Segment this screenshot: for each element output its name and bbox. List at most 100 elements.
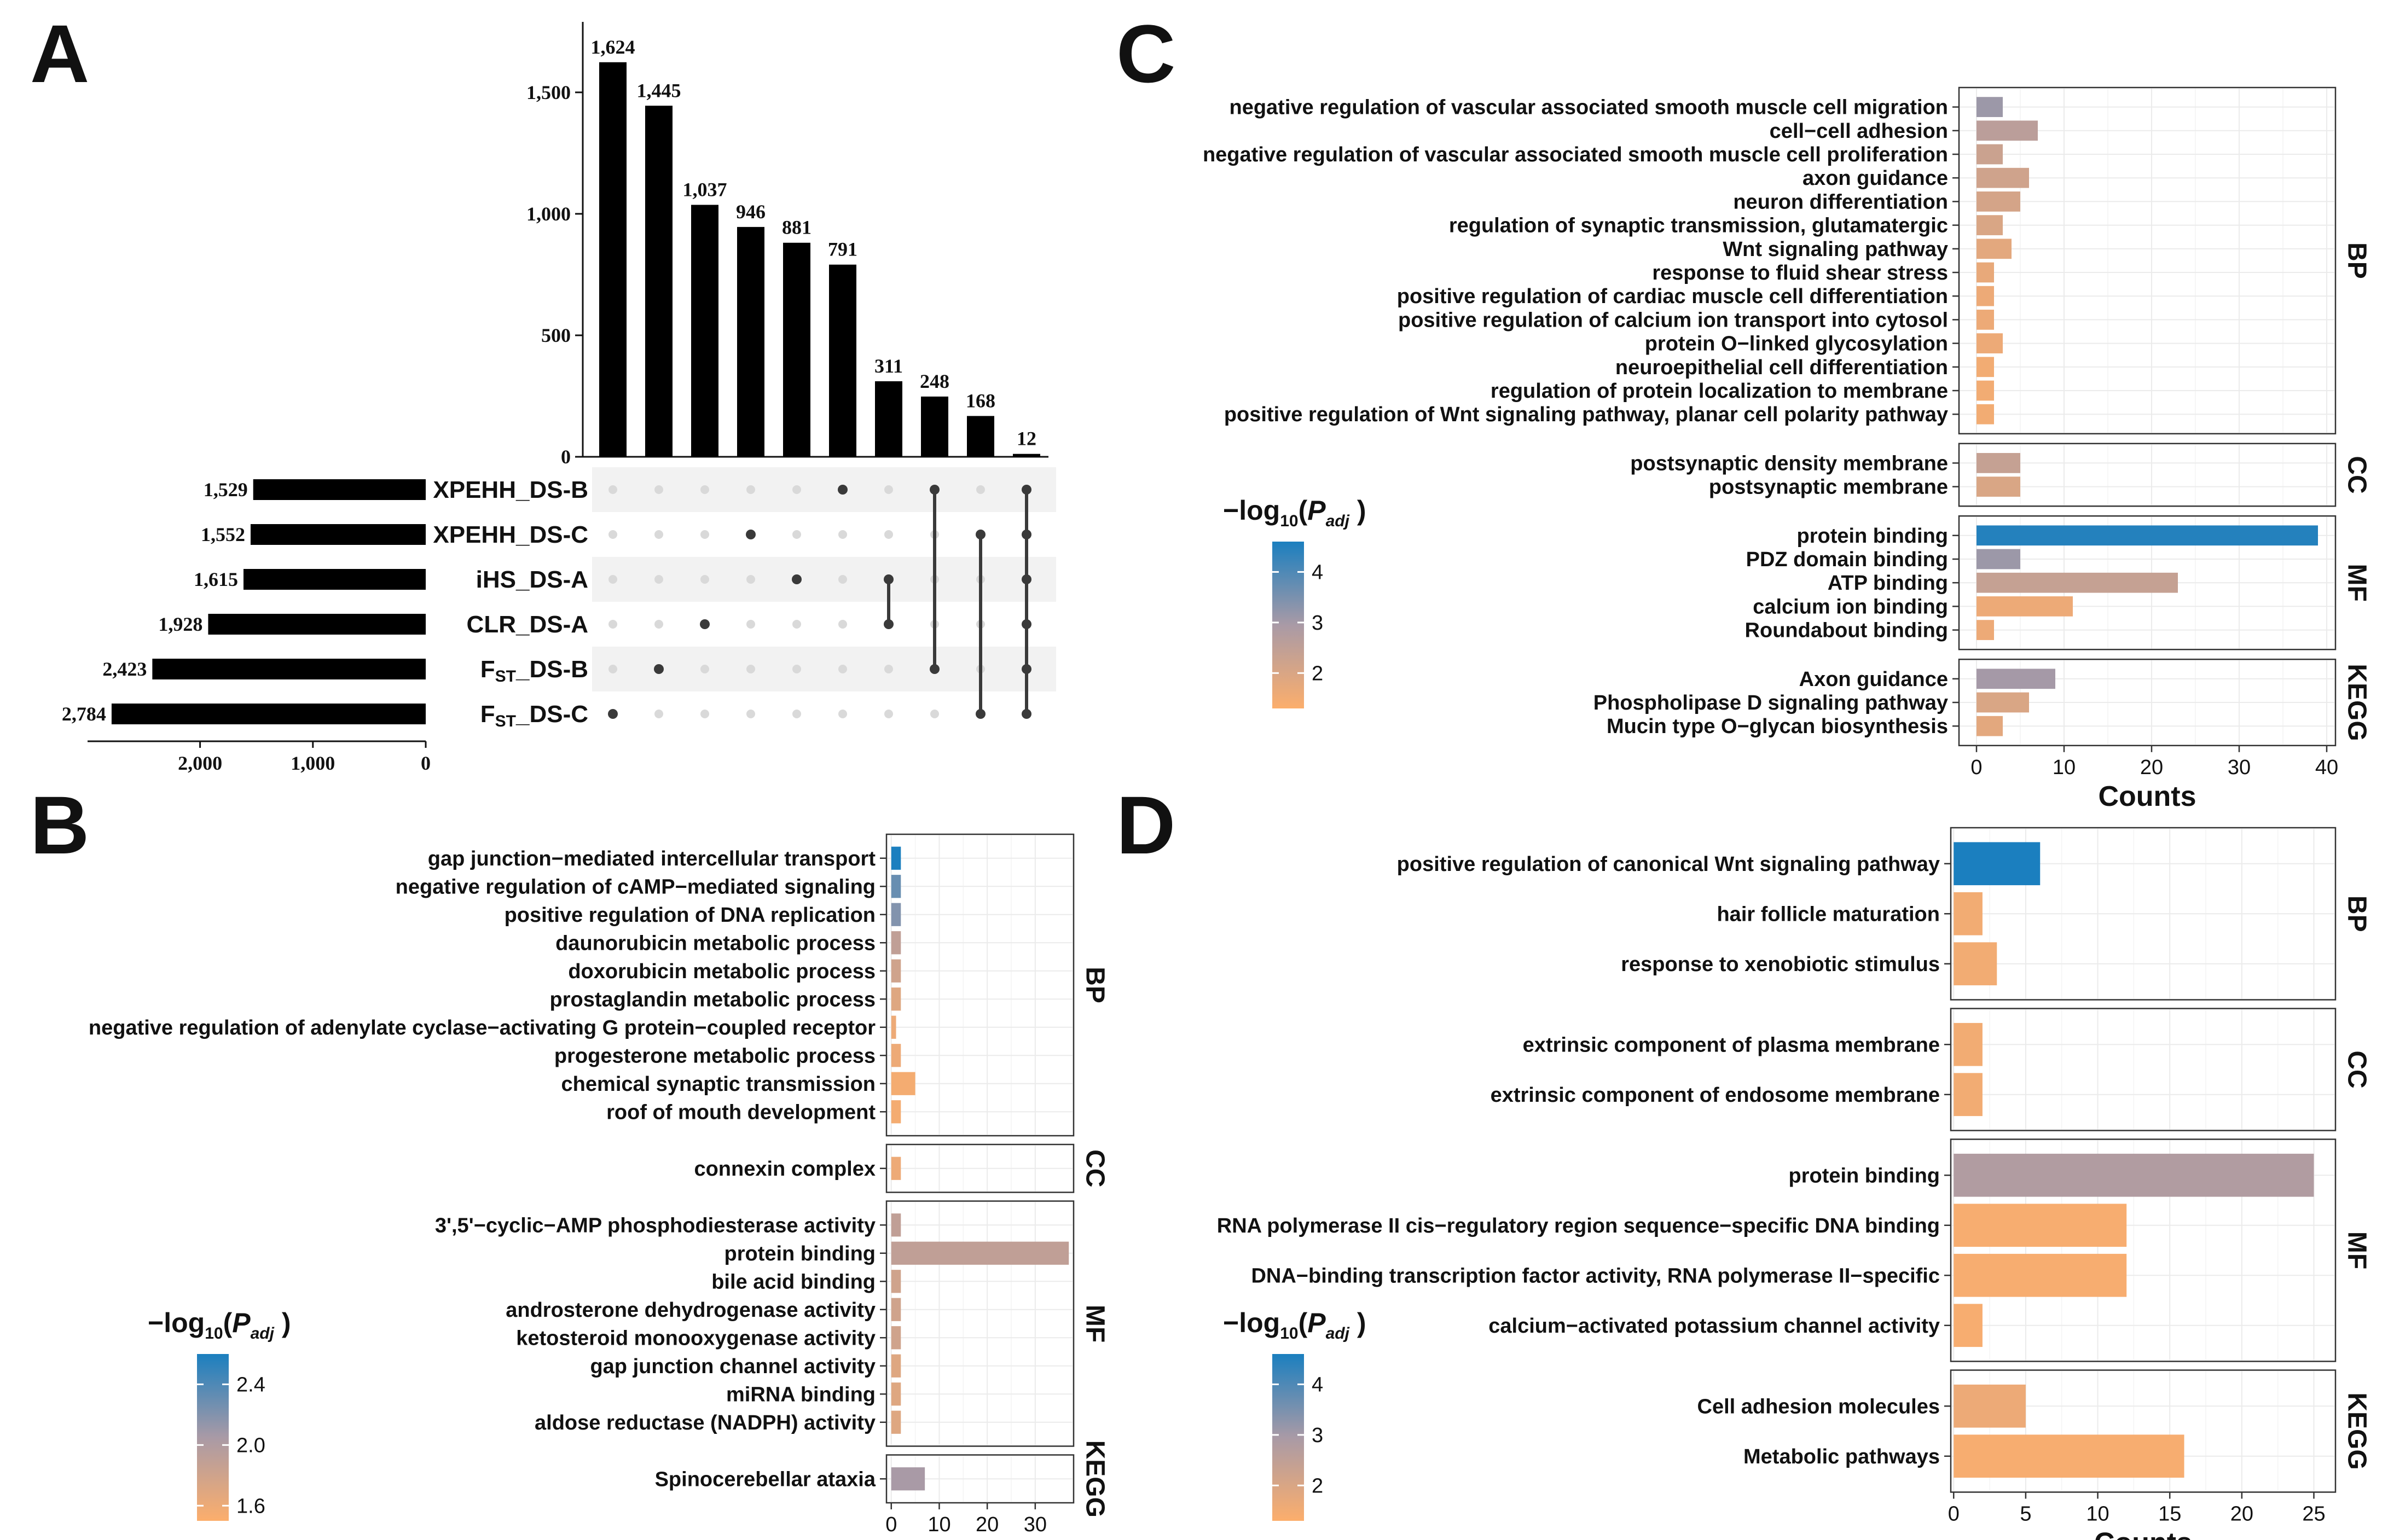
intersection-bar — [691, 205, 718, 457]
y-tick-label: 500 — [541, 324, 571, 346]
term-bar — [1954, 1204, 2127, 1247]
term-label: postsynaptic density membrane — [1630, 452, 1948, 475]
intersection-bar — [875, 381, 902, 457]
term-label: positive regulation of cardiac muscle ce… — [1397, 285, 1948, 308]
term-label: Metabolic pathways — [1743, 1445, 1940, 1468]
legend-title-var: P — [232, 1307, 251, 1338]
term-bar — [1954, 1022, 1983, 1066]
set-size-tick-label: 0 — [421, 752, 431, 774]
term-label: neuroepithelial cell differentiation — [1615, 356, 1948, 379]
legend-tick-label: 2.0 — [236, 1434, 265, 1457]
facet-strip-label: KEGG — [2342, 664, 2371, 741]
term-label: positive regulation of calcium ion trans… — [1398, 309, 1948, 332]
panel-letter-d: D — [1116, 779, 1175, 871]
matrix-dot-inactive — [884, 665, 893, 673]
term-label: protein binding — [1796, 525, 1948, 548]
enrichment-chart-d: positive regulation of canonical Wnt sig… — [1217, 827, 2371, 1540]
term-bar — [1977, 404, 1994, 425]
term-bar — [1977, 596, 2073, 617]
legend-title: −log10(Padj ) — [1223, 1307, 1366, 1343]
x-axis-title: Counts — [2094, 1527, 2192, 1540]
matrix-dot-inactive — [838, 620, 847, 629]
facet-strip-label: KEGG — [2342, 1392, 2371, 1469]
x-tick-label: 10 — [2053, 756, 2076, 779]
legend-tick-label: 2.4 — [236, 1373, 265, 1396]
matrix-dot-inactive — [838, 710, 847, 718]
term-bar — [1954, 842, 2041, 886]
term-bar — [1977, 191, 2020, 212]
term-bar — [1977, 215, 2003, 235]
legend-title-main: −log — [148, 1307, 205, 1338]
term-label: gap junction channel activity — [590, 1355, 876, 1378]
legend-colorbar — [1272, 1354, 1304, 1521]
intersection-value-label: 791 — [828, 239, 857, 260]
term-bar — [891, 1410, 901, 1434]
term-label: negative regulation of vascular associat… — [1203, 143, 1948, 166]
set-name-main: XPEHH_DS-B — [433, 476, 588, 503]
term-bar — [1977, 716, 2003, 736]
term-bar — [1954, 892, 1983, 935]
x-tick-label: 10 — [928, 1513, 950, 1536]
enrichment-chart-b: gap junction−mediated intercellular tran… — [89, 833, 1109, 1540]
term-bar — [891, 1100, 901, 1124]
y-tick-label: 0 — [561, 446, 571, 468]
term-bar — [891, 1157, 901, 1180]
term-bar — [891, 931, 901, 955]
set-name-main: iHS_DS-A — [476, 566, 588, 593]
term-label: DNA−binding transcription factor activit… — [1251, 1264, 1940, 1287]
facet-panel-mf — [885, 1200, 1075, 1447]
term-label: response to xenobiotic stimulus — [1621, 953, 1940, 976]
term-label: Mucin type O−glycan biosynthesis — [1607, 715, 1948, 738]
x-tick-label: 40 — [2315, 756, 2338, 779]
term-label: Roundabout binding — [1745, 619, 1948, 642]
set-size-bar — [250, 524, 426, 545]
term-label: cell−cell adhesion — [1770, 120, 1948, 143]
matrix-dot-inactive — [700, 530, 709, 539]
facet-strip-label: BP — [2342, 242, 2371, 279]
term-bar — [1954, 1384, 2026, 1428]
term-bar — [891, 875, 901, 898]
term-label: positive regulation of DNA replication — [505, 904, 876, 927]
legend-title-open: ( — [223, 1307, 233, 1338]
term-bar — [891, 1015, 896, 1039]
legend-title-sub: 10 — [1280, 512, 1298, 530]
set-name-sub: ST — [495, 712, 516, 730]
term-label: response to fluid shear stress — [1652, 261, 1948, 284]
term-bar — [1977, 549, 2020, 569]
term-label: connexin complex — [694, 1158, 876, 1181]
legend-title-var-sub: adj — [1326, 1324, 1350, 1343]
term-label: aldose reductase (NADPH) activity — [535, 1411, 876, 1434]
matrix-dot-inactive — [654, 530, 663, 539]
matrix-dot-inactive — [608, 665, 617, 673]
term-label: progesterone metabolic process — [554, 1044, 876, 1067]
matrix-dot-active — [792, 574, 802, 584]
legend-title-var-sub: adj — [251, 1324, 275, 1343]
term-label: positive regulation of canonical Wnt sig… — [1397, 853, 1940, 876]
legend-tick-label: 2 — [1312, 1474, 1323, 1497]
term-label: Phospholipase D signaling pathway — [1593, 691, 1948, 714]
matrix-dot-inactive — [838, 530, 847, 539]
intersection-value-label: 946 — [736, 201, 766, 223]
term-label: extrinsic component of endosome membrane — [1491, 1084, 1940, 1107]
set-name-label: FST_DS-C — [480, 701, 588, 730]
term-label: miRNA binding — [726, 1383, 876, 1406]
matrix-dot-inactive — [746, 665, 755, 673]
set-size-bar — [152, 659, 426, 679]
x-tick-label: 20 — [2140, 756, 2163, 779]
legend-title-main: −log — [1223, 1307, 1280, 1338]
term-label: androsterone dehydrogenase activity — [506, 1299, 876, 1322]
term-label: gap junction−mediated intercellular tran… — [428, 847, 876, 870]
y-tick-label: 1,000 — [526, 203, 571, 225]
set-name-label: XPEHH_DS-B — [433, 476, 588, 503]
intersection-value-label: 881 — [782, 217, 812, 239]
set-size-label: 1,552 — [201, 524, 245, 545]
matrix-dot-inactive — [608, 530, 617, 539]
term-bar — [1977, 525, 2318, 546]
set-name-main: F — [480, 656, 495, 683]
term-label: chemical synaptic transmission — [561, 1073, 876, 1096]
term-label: positive regulation of Wnt signaling pat… — [1224, 403, 1948, 426]
legend-tick-label: 4 — [1312, 1373, 1323, 1396]
facet-panel-cc — [1958, 443, 2337, 507]
term-bar — [891, 1298, 901, 1321]
term-bar — [1954, 1253, 2127, 1297]
